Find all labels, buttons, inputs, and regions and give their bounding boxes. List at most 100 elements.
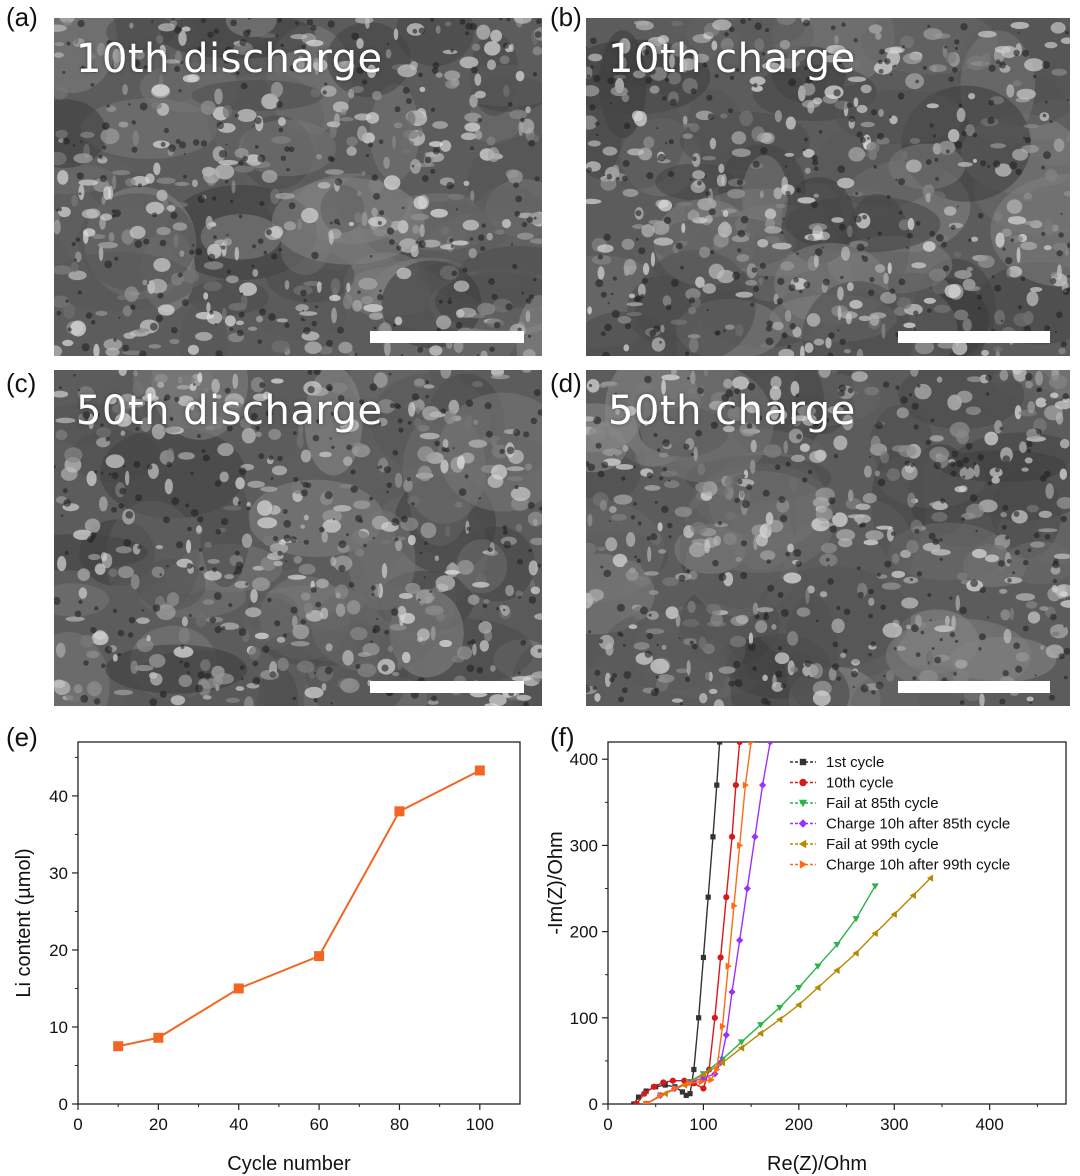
data-point: [776, 1015, 783, 1024]
legend-marker: [799, 778, 807, 787]
data-point: [679, 1089, 686, 1095]
data-point: [683, 1092, 689, 1098]
y-tick-label: 200: [570, 923, 598, 942]
data-point: [736, 742, 743, 746]
x-tick-label: 0: [73, 1115, 82, 1134]
data-point: [113, 1041, 124, 1052]
y-tick-label: 0: [59, 1095, 68, 1114]
panel-label-b: (b): [550, 2, 582, 32]
legend-label: 1st cycle: [826, 754, 884, 771]
data-point: [737, 841, 744, 850]
plot-area: [631, 742, 934, 1104]
legend-label: 10th cycle: [826, 775, 894, 792]
data-point: [748, 742, 755, 746]
data-point: [718, 1056, 727, 1063]
data-point: [710, 834, 716, 840]
data-point: [751, 833, 759, 841]
sem-title-c: 50th discharge: [76, 388, 383, 434]
data-point: [728, 833, 736, 840]
data-point: [743, 884, 751, 893]
data-point: [699, 1071, 707, 1079]
data-point: [871, 883, 879, 890]
x-axis-label: Cycle number: [227, 1153, 351, 1175]
data-point: [757, 1029, 764, 1037]
sem-title-d: 50th charge: [608, 388, 856, 434]
data-point: [698, 1077, 706, 1086]
x-tick-label: 60: [310, 1115, 329, 1134]
data-point: [795, 1001, 802, 1009]
sem-image-b: 10th charge: [586, 18, 1070, 356]
data-point: [633, 1100, 640, 1104]
x-tick-label: 0: [603, 1115, 612, 1134]
scale-bar: [898, 331, 1050, 343]
panel-label-d: (d): [550, 368, 582, 398]
legend-label: Fail at 85th cycle: [826, 795, 939, 812]
data-point: [705, 894, 711, 900]
x-axis-label: Re(Z)/Ohm: [767, 1153, 867, 1175]
y-tick-label: 300: [570, 836, 598, 855]
data-point: [719, 1022, 727, 1031]
data-point: [871, 929, 878, 937]
y-axis-label: -Im(Z)/Ohm: [545, 831, 567, 934]
x-tick-label: 100: [466, 1115, 494, 1134]
data-point: [696, 1015, 702, 1021]
sem-image-c: 50th discharge: [54, 370, 542, 706]
legend-label: Fail at 99th cycle: [826, 836, 939, 853]
data-point: [736, 936, 744, 944]
data-point: [725, 962, 732, 970]
data-point: [641, 1090, 648, 1097]
legend: 1st cycle 10th cycle Fail at 85th cycle Cha…: [790, 754, 1010, 874]
scale-bar: [898, 681, 1050, 693]
data-point: [795, 985, 803, 992]
data-point: [757, 1022, 765, 1029]
data-point: [890, 910, 897, 918]
y-tick-label: 40: [49, 787, 68, 806]
legend-marker: [798, 819, 808, 828]
data-point: [394, 806, 405, 817]
series-line: [645, 877, 932, 1104]
series-line: [636, 742, 741, 1104]
data-point: [643, 1088, 649, 1094]
data-point: [814, 963, 822, 970]
panel-label-e: (e): [6, 722, 38, 752]
x-tick-label: 80: [390, 1115, 409, 1134]
data-point: [926, 874, 934, 882]
legend-marker: [798, 799, 808, 808]
data-point: [758, 781, 767, 789]
data-point: [650, 1083, 657, 1090]
data-point: [474, 765, 485, 776]
data-point: [717, 954, 724, 961]
y-tick-label: 100: [570, 1009, 598, 1028]
legend-label: Charge 10h after 99th cycle: [826, 857, 1010, 874]
data-point: [766, 742, 774, 746]
data-point: [833, 941, 841, 949]
data-point: [691, 1066, 697, 1073]
data-point: [833, 966, 840, 975]
sem-image-d: 50th charge: [586, 370, 1070, 706]
plot-frame: [607, 741, 1067, 1105]
data-point: [686, 1079, 693, 1087]
data-point: [714, 1065, 721, 1074]
x-tick-label: 300: [880, 1115, 908, 1134]
data-point: [669, 1077, 676, 1084]
series-line: [645, 885, 876, 1104]
data-point: [662, 1082, 668, 1088]
data-point: [711, 1014, 718, 1021]
sem-image-a: 10th discharge: [54, 18, 542, 356]
data-point: [742, 781, 749, 789]
panel-label-c: (c): [6, 368, 37, 398]
data-point: [909, 891, 916, 900]
panel-label-f: (f): [550, 722, 575, 752]
sem-title-a: 10th discharge: [76, 36, 383, 82]
data-point: [737, 1044, 745, 1052]
data-point: [776, 1004, 784, 1012]
legend-marker: [799, 860, 808, 869]
series-line: [633, 742, 721, 1104]
plot-frame: [77, 741, 521, 1105]
data-point: [631, 1101, 637, 1104]
data-point: [635, 1094, 642, 1100]
sem-title-b: 10th charge: [608, 36, 856, 82]
series-line: [645, 742, 771, 1104]
legend-label: Charge 10h after 85th cycle: [826, 816, 1010, 833]
data-point: [731, 902, 738, 910]
